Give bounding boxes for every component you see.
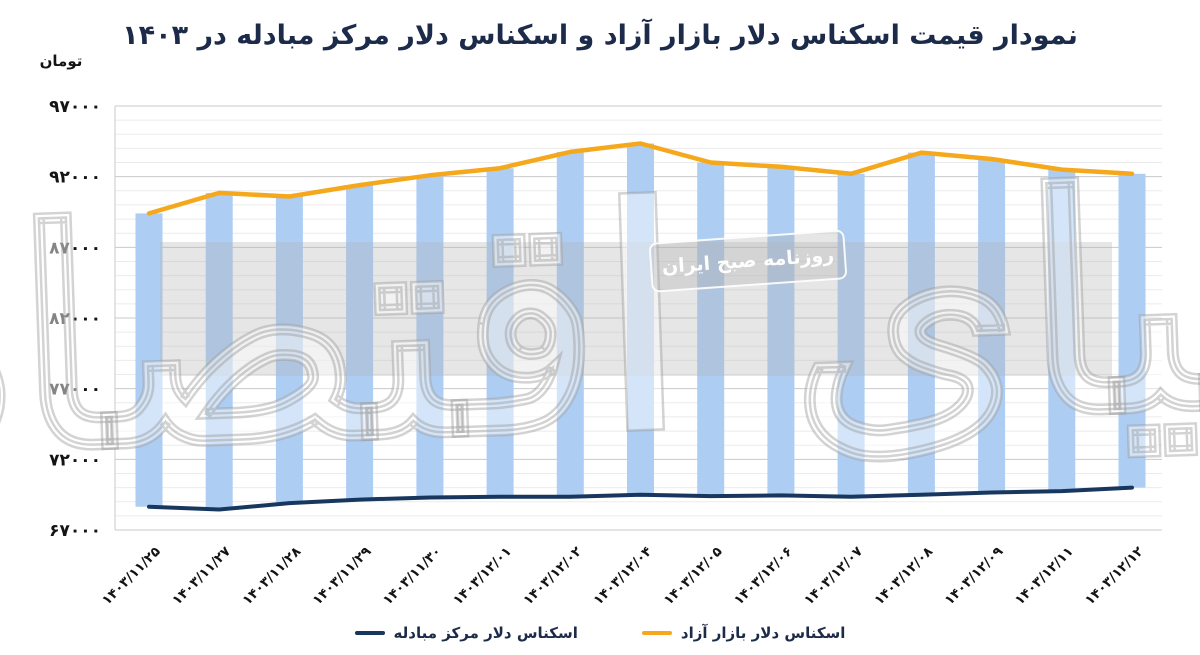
x-tick-label: ۱۴۰۳/۱۱/۲۸ [239,543,304,608]
y-tick-label: ۸۲۰۰۰ [49,309,101,329]
price-range-bar [1118,173,1146,488]
exchange-center-line [147,485,1134,512]
watermark-badge-text: روزنامه صبح ایران [661,244,835,278]
price-range-bar [275,196,303,504]
price-range-bar [767,166,795,496]
legend-item-exchange-dollar: اسکناس دلار مرکز مبادله [354,624,578,642]
y-tick-label: ۸۷۰۰۰ [49,238,101,258]
y-tick-label: ۷۷۰۰۰ [49,380,101,400]
price-range-bar [205,192,233,510]
legend-swatch-free-market [641,631,672,635]
price-range-bar [907,152,935,495]
x-tick-label: ۱۴۰۳/۱۱/۳۰ [380,544,445,609]
x-tick-label: ۱۴۰۳/۱۱/۲۵ [99,544,164,609]
chart-title: نمودار قیمت اسکناس دلار بازار آزاد و اسک… [122,20,1078,51]
y-axis-unit-label: تومان [39,52,83,70]
x-tick-label: ۱۴۰۳/۱۲/۱۲ [1082,543,1147,608]
price-range-bar [135,213,163,507]
x-tick-label: ۱۴۰۳/۱۲/۰۲ [520,543,585,608]
price-range-bar [556,151,584,497]
price-range-bar [697,162,725,496]
chart-legend: اسکناس دلار مرکز مبادله اسکناس دلار بازا… [0,624,1200,642]
x-tick-label: ۱۴۰۳/۱۲/۰۸ [871,543,936,608]
y-tick-label: ۶۷۰۰۰ [49,521,101,541]
x-tick-label: ۱۴۰۳/۱۲/۰۴ [590,544,655,609]
price-range-bar [416,175,444,498]
x-tick-label: ۱۴۰۳/۱۲/۱۱ [1012,544,1077,609]
legend-item-free-market-dollar: اسکناس دلار بازار آزاد [641,624,846,642]
price-range-bar [346,185,374,500]
price-range-bar [978,159,1006,493]
watermark-stripe [160,242,1112,376]
price-range-bar [837,173,865,497]
x-tick-label: ۱۴۰۳/۱۲/۰۱ [450,544,515,609]
x-tick-label: ۱۴۰۳/۱۲/۰۶ [731,544,796,609]
free-market-line [146,141,1135,216]
y-tick-label: ۹۷۰۰۰ [49,97,101,117]
x-tick-label: ۱۴۰۳/۱۱/۲۹ [310,544,375,609]
x-tick-label: ۱۴۰۳/۱۲/۰۷ [801,543,866,608]
y-tick-label: ۷۲۰۰۰ [49,450,101,470]
y-tick-label: ۹۲۰۰۰ [49,168,101,188]
x-tick-label: ۱۴۰۳/۱۲/۰۹ [942,544,1007,609]
x-tick-label: ۱۴۰۳/۱۱/۲۷ [169,543,234,608]
legend-label-exchange: اسکناس دلار مرکز مبادله [393,624,578,642]
watermark-calligraphy: دنیای اقتصاد [0,116,1200,523]
price-range-bar [486,168,514,497]
legend-swatch-exchange [354,631,385,635]
price-range-bar [627,143,654,495]
x-tick-label: ۱۴۰۳/۱۲/۰۵ [661,544,726,609]
legend-label-free-market: اسکناس دلار بازار آزاد [680,624,846,642]
price-range-bar [1048,169,1076,492]
